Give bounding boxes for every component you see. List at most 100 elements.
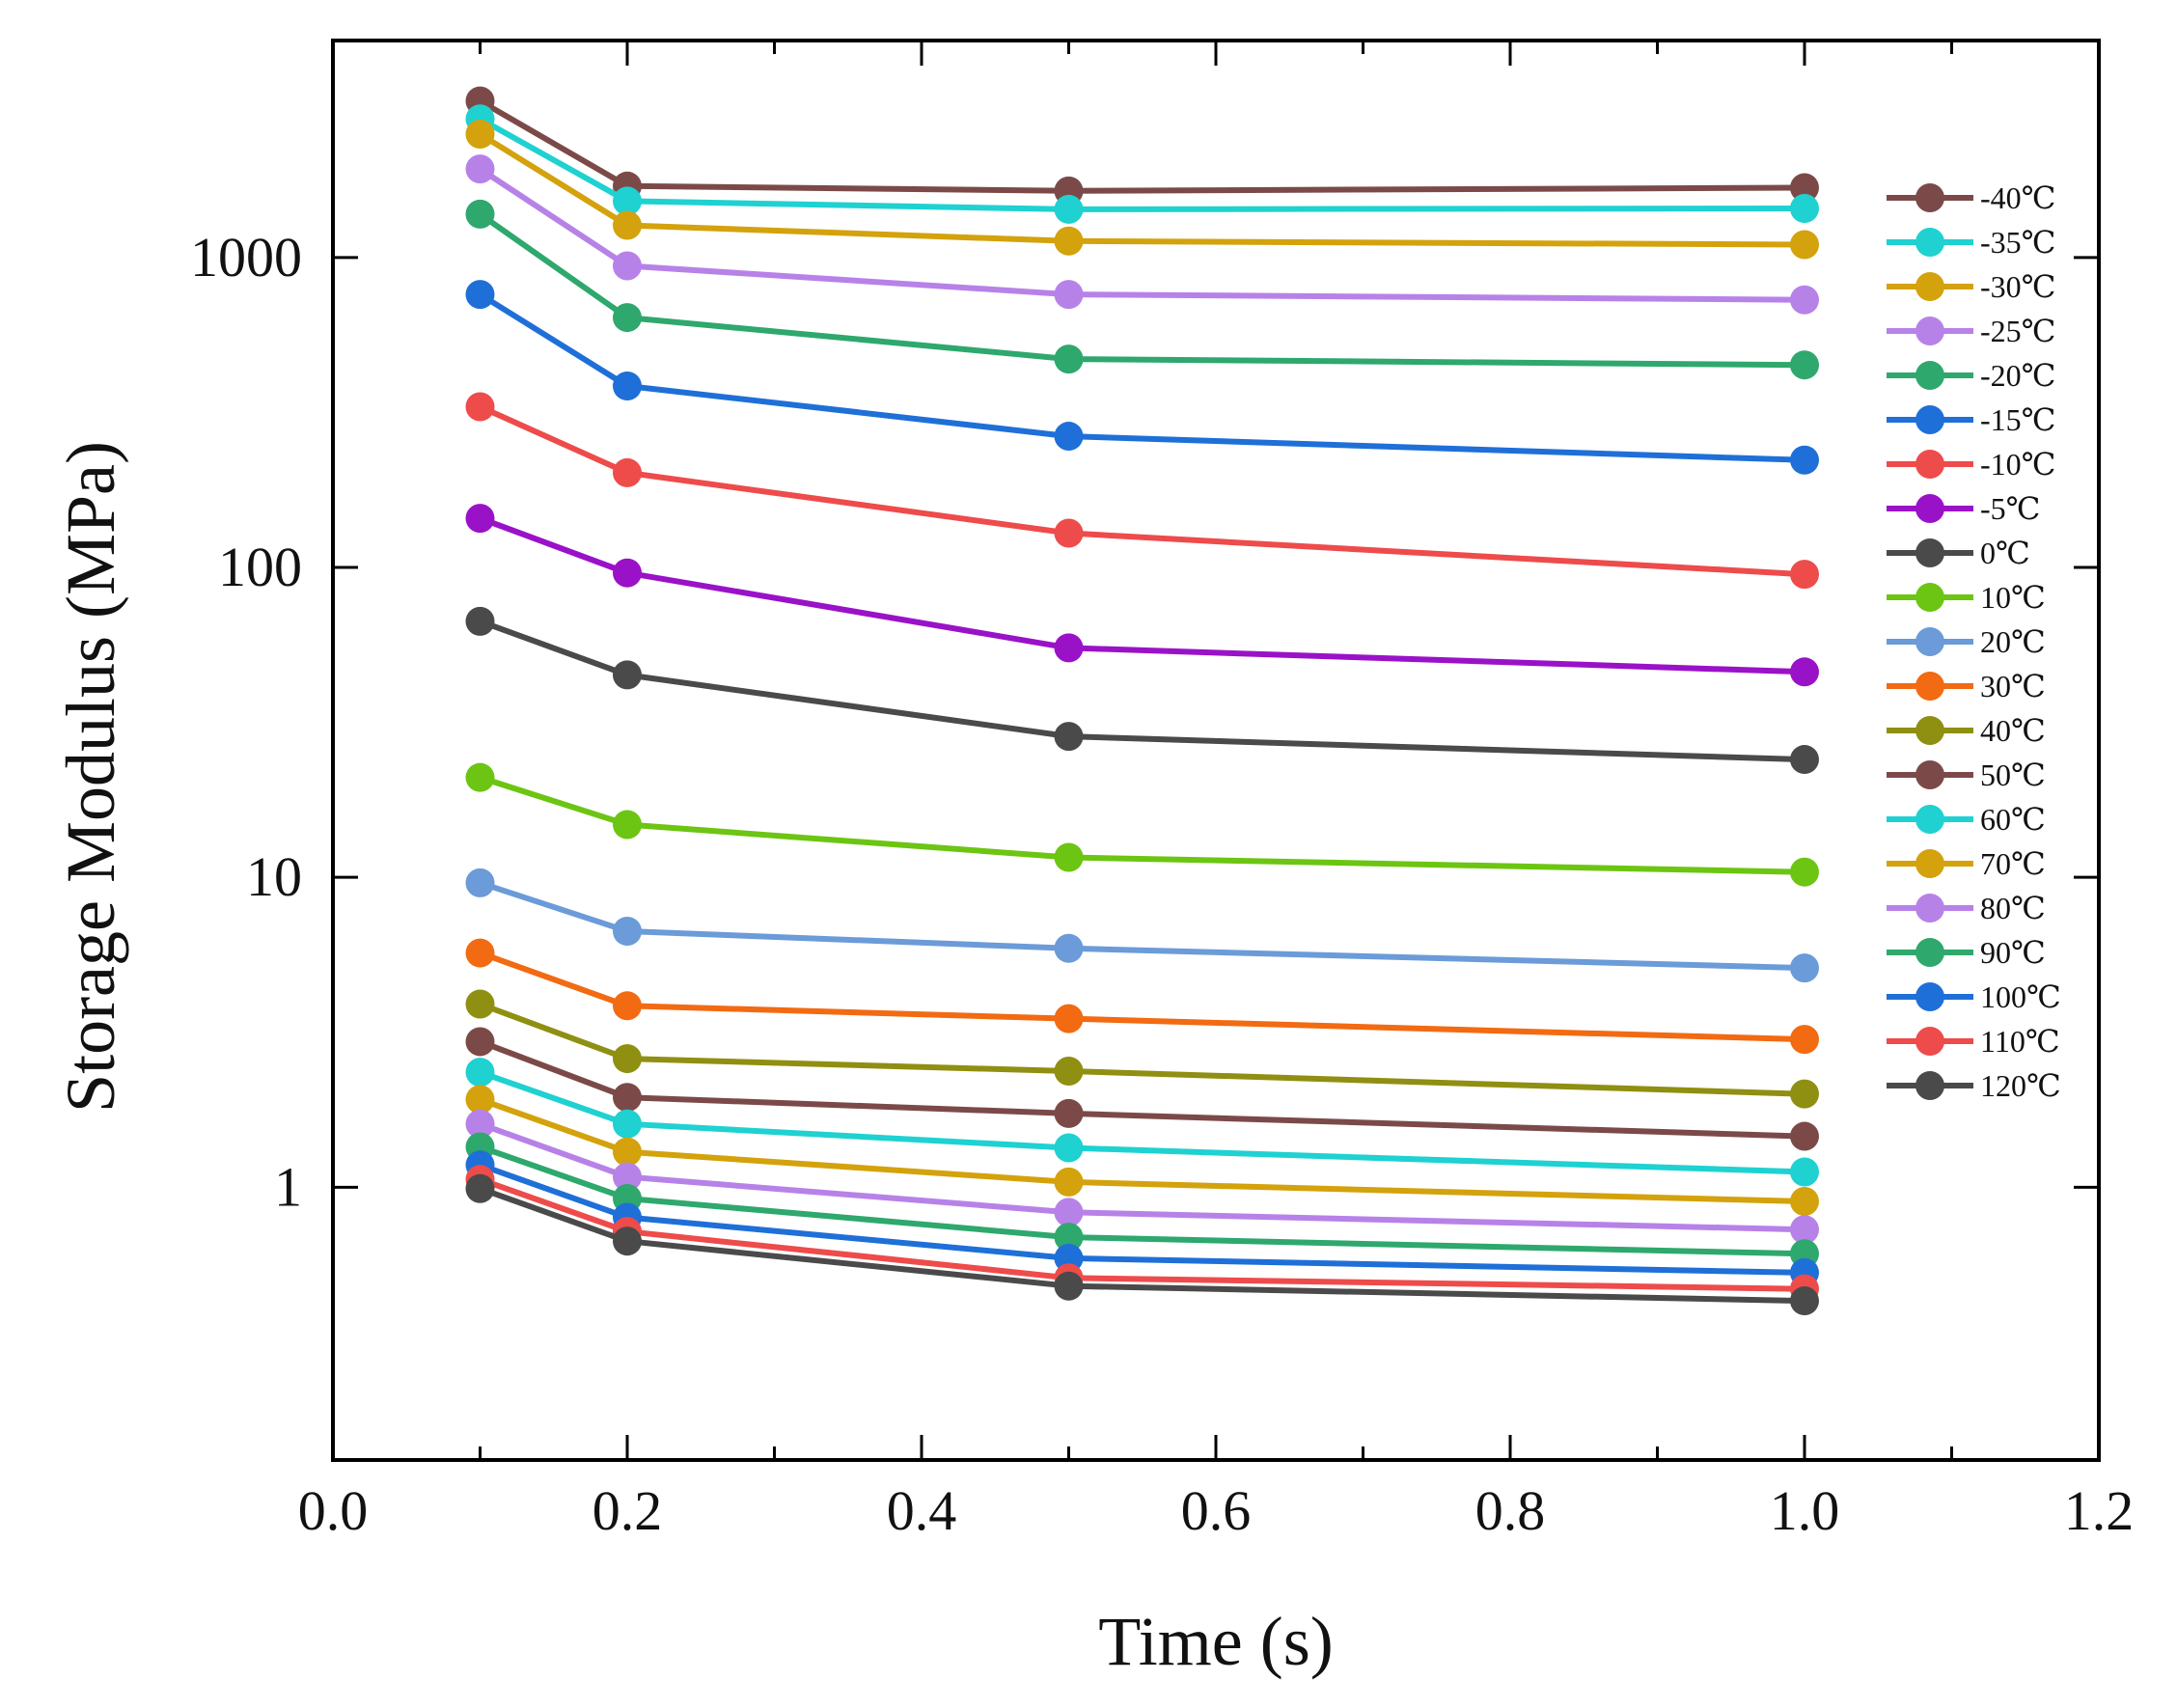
data-point: [1790, 657, 1819, 687]
data-point: [613, 1226, 642, 1256]
series-line: [479, 1185, 1805, 1305]
x-tick-label: 0.6: [1181, 1479, 1252, 1542]
series-13: [465, 989, 1819, 1109]
data-point: [465, 1027, 495, 1057]
legend-item: -15℃: [1887, 402, 2055, 437]
data-point: [1790, 1157, 1819, 1187]
data-point: [1790, 1025, 1819, 1055]
legend-label: -10℃: [1980, 447, 2055, 482]
legend-label: 40℃: [1980, 713, 2046, 748]
legend-item: -40℃: [1887, 180, 2055, 215]
x-tick-label: 0.2: [592, 1479, 663, 1542]
data-point: [613, 371, 642, 400]
data-point: [1054, 1271, 1084, 1301]
data-point: [1790, 445, 1819, 475]
legend-marker: [1915, 716, 1944, 745]
data-point: [1790, 173, 1819, 203]
data-point: [1054, 226, 1084, 256]
data-point: [1054, 518, 1084, 548]
data-point: [1790, 193, 1819, 223]
series-7: [465, 392, 1819, 590]
data-point: [465, 868, 495, 897]
data-point: [465, 199, 495, 229]
legend-marker: [1915, 228, 1944, 257]
legend-label: 50℃: [1980, 758, 2046, 792]
data-point: [613, 1137, 642, 1167]
data-point: [1790, 1079, 1819, 1109]
x-tick-label: 1.0: [1770, 1479, 1840, 1542]
series-9: [465, 606, 1819, 775]
series-line: [479, 116, 1805, 212]
legend-marker: [1915, 894, 1944, 923]
legend-label: 100℃: [1980, 979, 2061, 1014]
series-line: [479, 880, 1805, 972]
series-16: [465, 1085, 1819, 1217]
data-point: [1054, 1167, 1084, 1197]
y-tick-label: 1: [274, 1155, 302, 1218]
data-point: [613, 917, 642, 947]
legend-item: 0℃: [1887, 536, 2030, 570]
data-point: [613, 303, 642, 333]
series-line: [478, 291, 1805, 463]
data-point: [613, 810, 642, 840]
data-point: [1054, 1223, 1084, 1253]
data-point: [1790, 285, 1819, 315]
data-point: [1054, 1198, 1084, 1227]
data-point: [465, 762, 495, 792]
legend-marker: [1915, 805, 1944, 834]
data-point: [1054, 422, 1084, 452]
data-point: [1054, 1056, 1084, 1086]
series-line: [479, 515, 1805, 675]
series-10: [465, 762, 1819, 887]
series-3: [465, 120, 1819, 260]
series-line: [479, 1096, 1805, 1204]
series-6: [465, 280, 1819, 475]
data-point: [1790, 953, 1819, 983]
series-lines: [465, 86, 1819, 1316]
series-21: [465, 1173, 1819, 1316]
data-point: [613, 1044, 642, 1074]
legend-marker: [1915, 272, 1944, 301]
data-point: [1790, 350, 1819, 380]
plot-area: [331, 39, 2101, 1462]
legend-marker: [1915, 583, 1944, 612]
data-point: [613, 991, 642, 1021]
legend-item: 90℃: [1887, 935, 2046, 970]
data-point: [1054, 194, 1084, 224]
series-line: [479, 403, 1805, 578]
legend-label: 60℃: [1980, 802, 2046, 837]
legend-label: 70℃: [1980, 846, 2046, 881]
y-tick-label: 10: [246, 845, 302, 908]
series-14: [465, 1027, 1819, 1151]
legend-item: 110℃: [1887, 1024, 2060, 1059]
legend-marker: [1915, 938, 1944, 967]
legend-label: -5℃: [1980, 491, 2040, 526]
legend-marker: [1915, 1027, 1944, 1056]
data-point: [613, 1083, 642, 1113]
legend-label: -25℃: [1980, 314, 2055, 348]
data-point: [1054, 344, 1084, 374]
series-1: [465, 86, 1819, 206]
legend-item: 60℃: [1887, 802, 2046, 837]
series-line: [479, 1120, 1805, 1233]
legend-label: -35℃: [1980, 225, 2055, 260]
data-point: [465, 154, 495, 184]
series-line: [479, 619, 1805, 763]
legend-item: -30℃: [1887, 269, 2055, 304]
data-point: [1054, 722, 1084, 752]
data-point: [1790, 560, 1819, 590]
legend-item: 80℃: [1887, 891, 2046, 925]
legend-marker: [1915, 317, 1944, 345]
data-point: [465, 392, 495, 422]
legend-label: -15℃: [1980, 402, 2055, 437]
data-point: [465, 280, 495, 310]
data-point: [1054, 933, 1084, 963]
series-17: [465, 1109, 1819, 1245]
legend-item: -10℃: [1887, 447, 2055, 482]
series-line: [479, 1143, 1805, 1257]
data-point: [465, 504, 495, 534]
y-tick-label: 1000: [190, 226, 302, 289]
legend-marker: [1915, 672, 1944, 701]
series-line: [479, 1069, 1805, 1175]
legend-item: 30℃: [1887, 669, 2046, 703]
